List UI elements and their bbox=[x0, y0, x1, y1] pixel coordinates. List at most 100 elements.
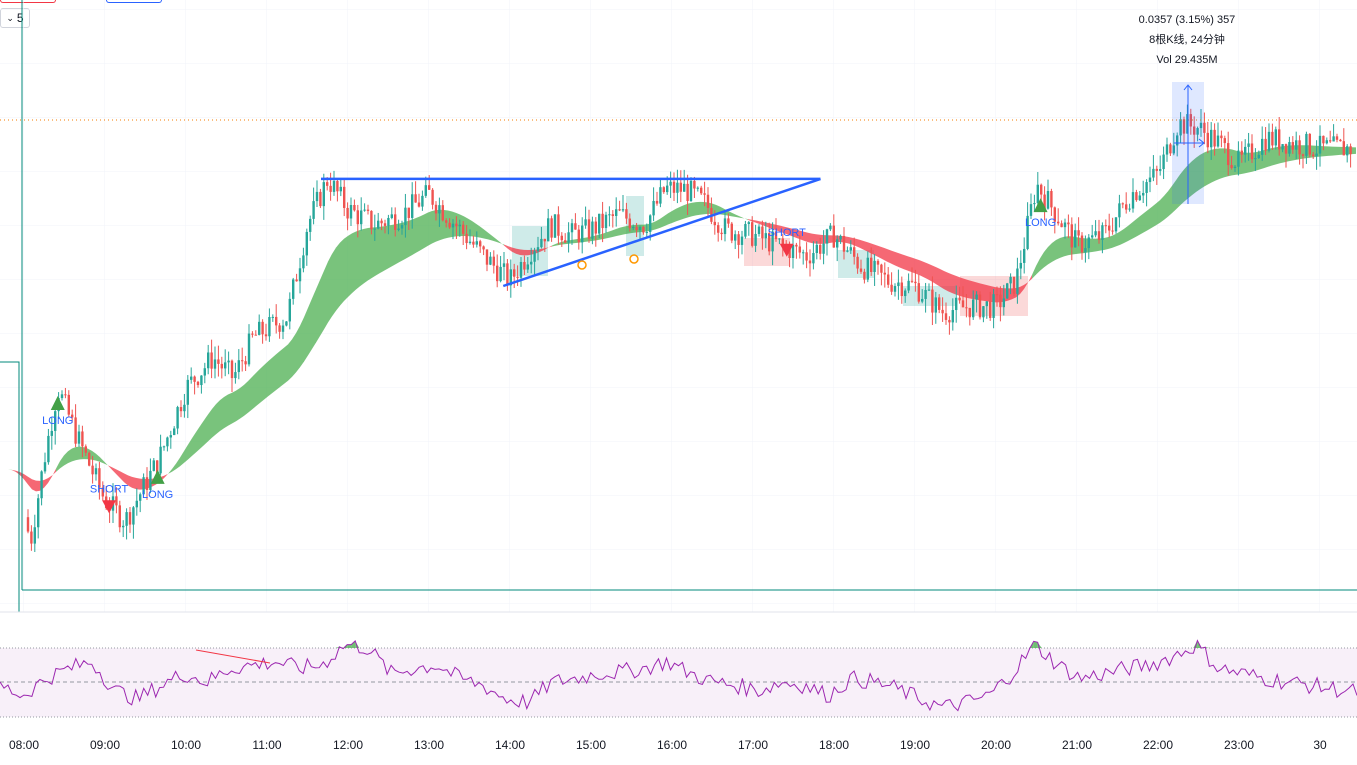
candle-body bbox=[727, 218, 730, 224]
candle-body bbox=[275, 316, 278, 326]
candle-body bbox=[1186, 114, 1189, 134]
candle-body bbox=[285, 321, 288, 326]
cloud-segment bbox=[388, 224, 392, 269]
time-axis-label: 10:00 bbox=[170, 738, 202, 752]
cloud-segment bbox=[820, 234, 824, 244]
trendlines[interactable] bbox=[321, 177, 821, 288]
cloud-segment bbox=[956, 275, 960, 296]
cloud-segment bbox=[244, 381, 248, 416]
candle-body bbox=[768, 233, 771, 252]
candle-body bbox=[601, 213, 604, 229]
cloud-segment bbox=[228, 392, 232, 426]
cloud-segment bbox=[332, 247, 336, 317]
cloud-segment bbox=[248, 377, 252, 413]
candle-body bbox=[50, 430, 53, 436]
candle-body bbox=[635, 226, 638, 231]
cloud-segment bbox=[500, 242, 504, 246]
candle-body bbox=[84, 446, 87, 453]
chart-area[interactable]: LONG SHORT LONG SHORT LONG bbox=[0, 0, 1357, 734]
measure-box[interactable] bbox=[1172, 82, 1205, 204]
cloud-segment bbox=[656, 218, 660, 230]
cloud-segment bbox=[472, 221, 476, 237]
candle-body bbox=[764, 233, 767, 239]
candle-body bbox=[1179, 119, 1182, 136]
candle-body bbox=[241, 360, 244, 362]
candle-body bbox=[1193, 126, 1196, 135]
cloud-segment bbox=[744, 218, 748, 220]
cloud-segment bbox=[416, 216, 420, 253]
candle-body bbox=[1142, 192, 1145, 196]
candle-body bbox=[808, 260, 812, 264]
cloud-segment bbox=[176, 457, 180, 470]
candle-body bbox=[1305, 133, 1308, 156]
candle-body bbox=[802, 252, 805, 254]
measure-change: 0.0357 (3.15%) 357 bbox=[1138, 14, 1236, 26]
cloud-segment bbox=[904, 255, 908, 271]
candle-body bbox=[1230, 165, 1233, 168]
cloud-segment bbox=[492, 235, 496, 242]
cloud-segment bbox=[192, 432, 196, 456]
candle-body bbox=[1043, 194, 1046, 209]
candle-body bbox=[866, 257, 869, 280]
cloud-segment bbox=[56, 461, 60, 472]
candle-body bbox=[672, 181, 676, 193]
candle-body bbox=[581, 225, 584, 243]
candle-body bbox=[642, 226, 645, 233]
candle-body bbox=[703, 193, 706, 195]
cloud-segment bbox=[48, 475, 52, 483]
cloud-segment bbox=[1044, 246, 1048, 268]
candle-body bbox=[666, 185, 669, 193]
candle-body bbox=[465, 233, 468, 244]
cloud-segment bbox=[1220, 148, 1224, 179]
long-signal-icon bbox=[1033, 198, 1048, 213]
candle-body bbox=[628, 218, 631, 229]
candle-body bbox=[1104, 225, 1107, 227]
candle-body bbox=[1223, 138, 1226, 144]
candle-body bbox=[951, 310, 954, 323]
cloud-segment bbox=[104, 461, 108, 466]
cloud-segment bbox=[932, 265, 936, 285]
candle-body bbox=[1291, 142, 1294, 150]
candle-body bbox=[574, 223, 577, 230]
cloud-segment bbox=[1216, 148, 1220, 181]
cloud-segment bbox=[1112, 233, 1116, 248]
candle-body bbox=[309, 218, 312, 232]
cloud-segment bbox=[132, 476, 136, 490]
candle-body bbox=[982, 306, 985, 318]
candle-body bbox=[210, 352, 213, 369]
candle-body bbox=[1026, 215, 1029, 249]
cloud-segment bbox=[308, 298, 312, 356]
candle-body bbox=[1169, 144, 1172, 154]
cloud-segment bbox=[1336, 146, 1340, 156]
candle-body bbox=[706, 194, 710, 208]
candle-body bbox=[166, 437, 169, 447]
candle-body bbox=[1162, 154, 1165, 170]
cloud-segment bbox=[76, 446, 80, 461]
candle-body bbox=[387, 217, 390, 226]
candle-body bbox=[43, 462, 47, 472]
candle-body bbox=[863, 271, 866, 280]
candle-body bbox=[652, 200, 655, 216]
time-axis-label: 23:00 bbox=[1223, 738, 1255, 752]
cloud-segment bbox=[12, 469, 16, 473]
candle-body bbox=[1060, 223, 1063, 228]
candle-body bbox=[730, 223, 733, 241]
candle-body bbox=[757, 226, 761, 234]
candle-body bbox=[295, 279, 298, 282]
time-axis-label: 13:00 bbox=[413, 738, 445, 752]
cloud-segment bbox=[688, 202, 692, 218]
candle-body bbox=[60, 394, 64, 399]
time-axis[interactable]: 08:00 09:00 10:00 11:00 12:00 13:00 14:00 15:00… bbox=[0, 734, 1357, 756]
candle-body bbox=[462, 224, 465, 234]
candle-body bbox=[591, 221, 594, 239]
candle-body bbox=[975, 294, 978, 300]
candle-body bbox=[540, 238, 543, 248]
cloud-segment bbox=[680, 205, 684, 220]
cloud-segment bbox=[984, 284, 988, 302]
cloud-segment bbox=[912, 257, 916, 274]
candle-body bbox=[992, 294, 995, 318]
cloud-segment bbox=[364, 228, 368, 284]
short-signal-label: SHORT bbox=[90, 483, 129, 495]
candle-body bbox=[859, 268, 863, 272]
cloud-segment bbox=[1128, 222, 1132, 242]
